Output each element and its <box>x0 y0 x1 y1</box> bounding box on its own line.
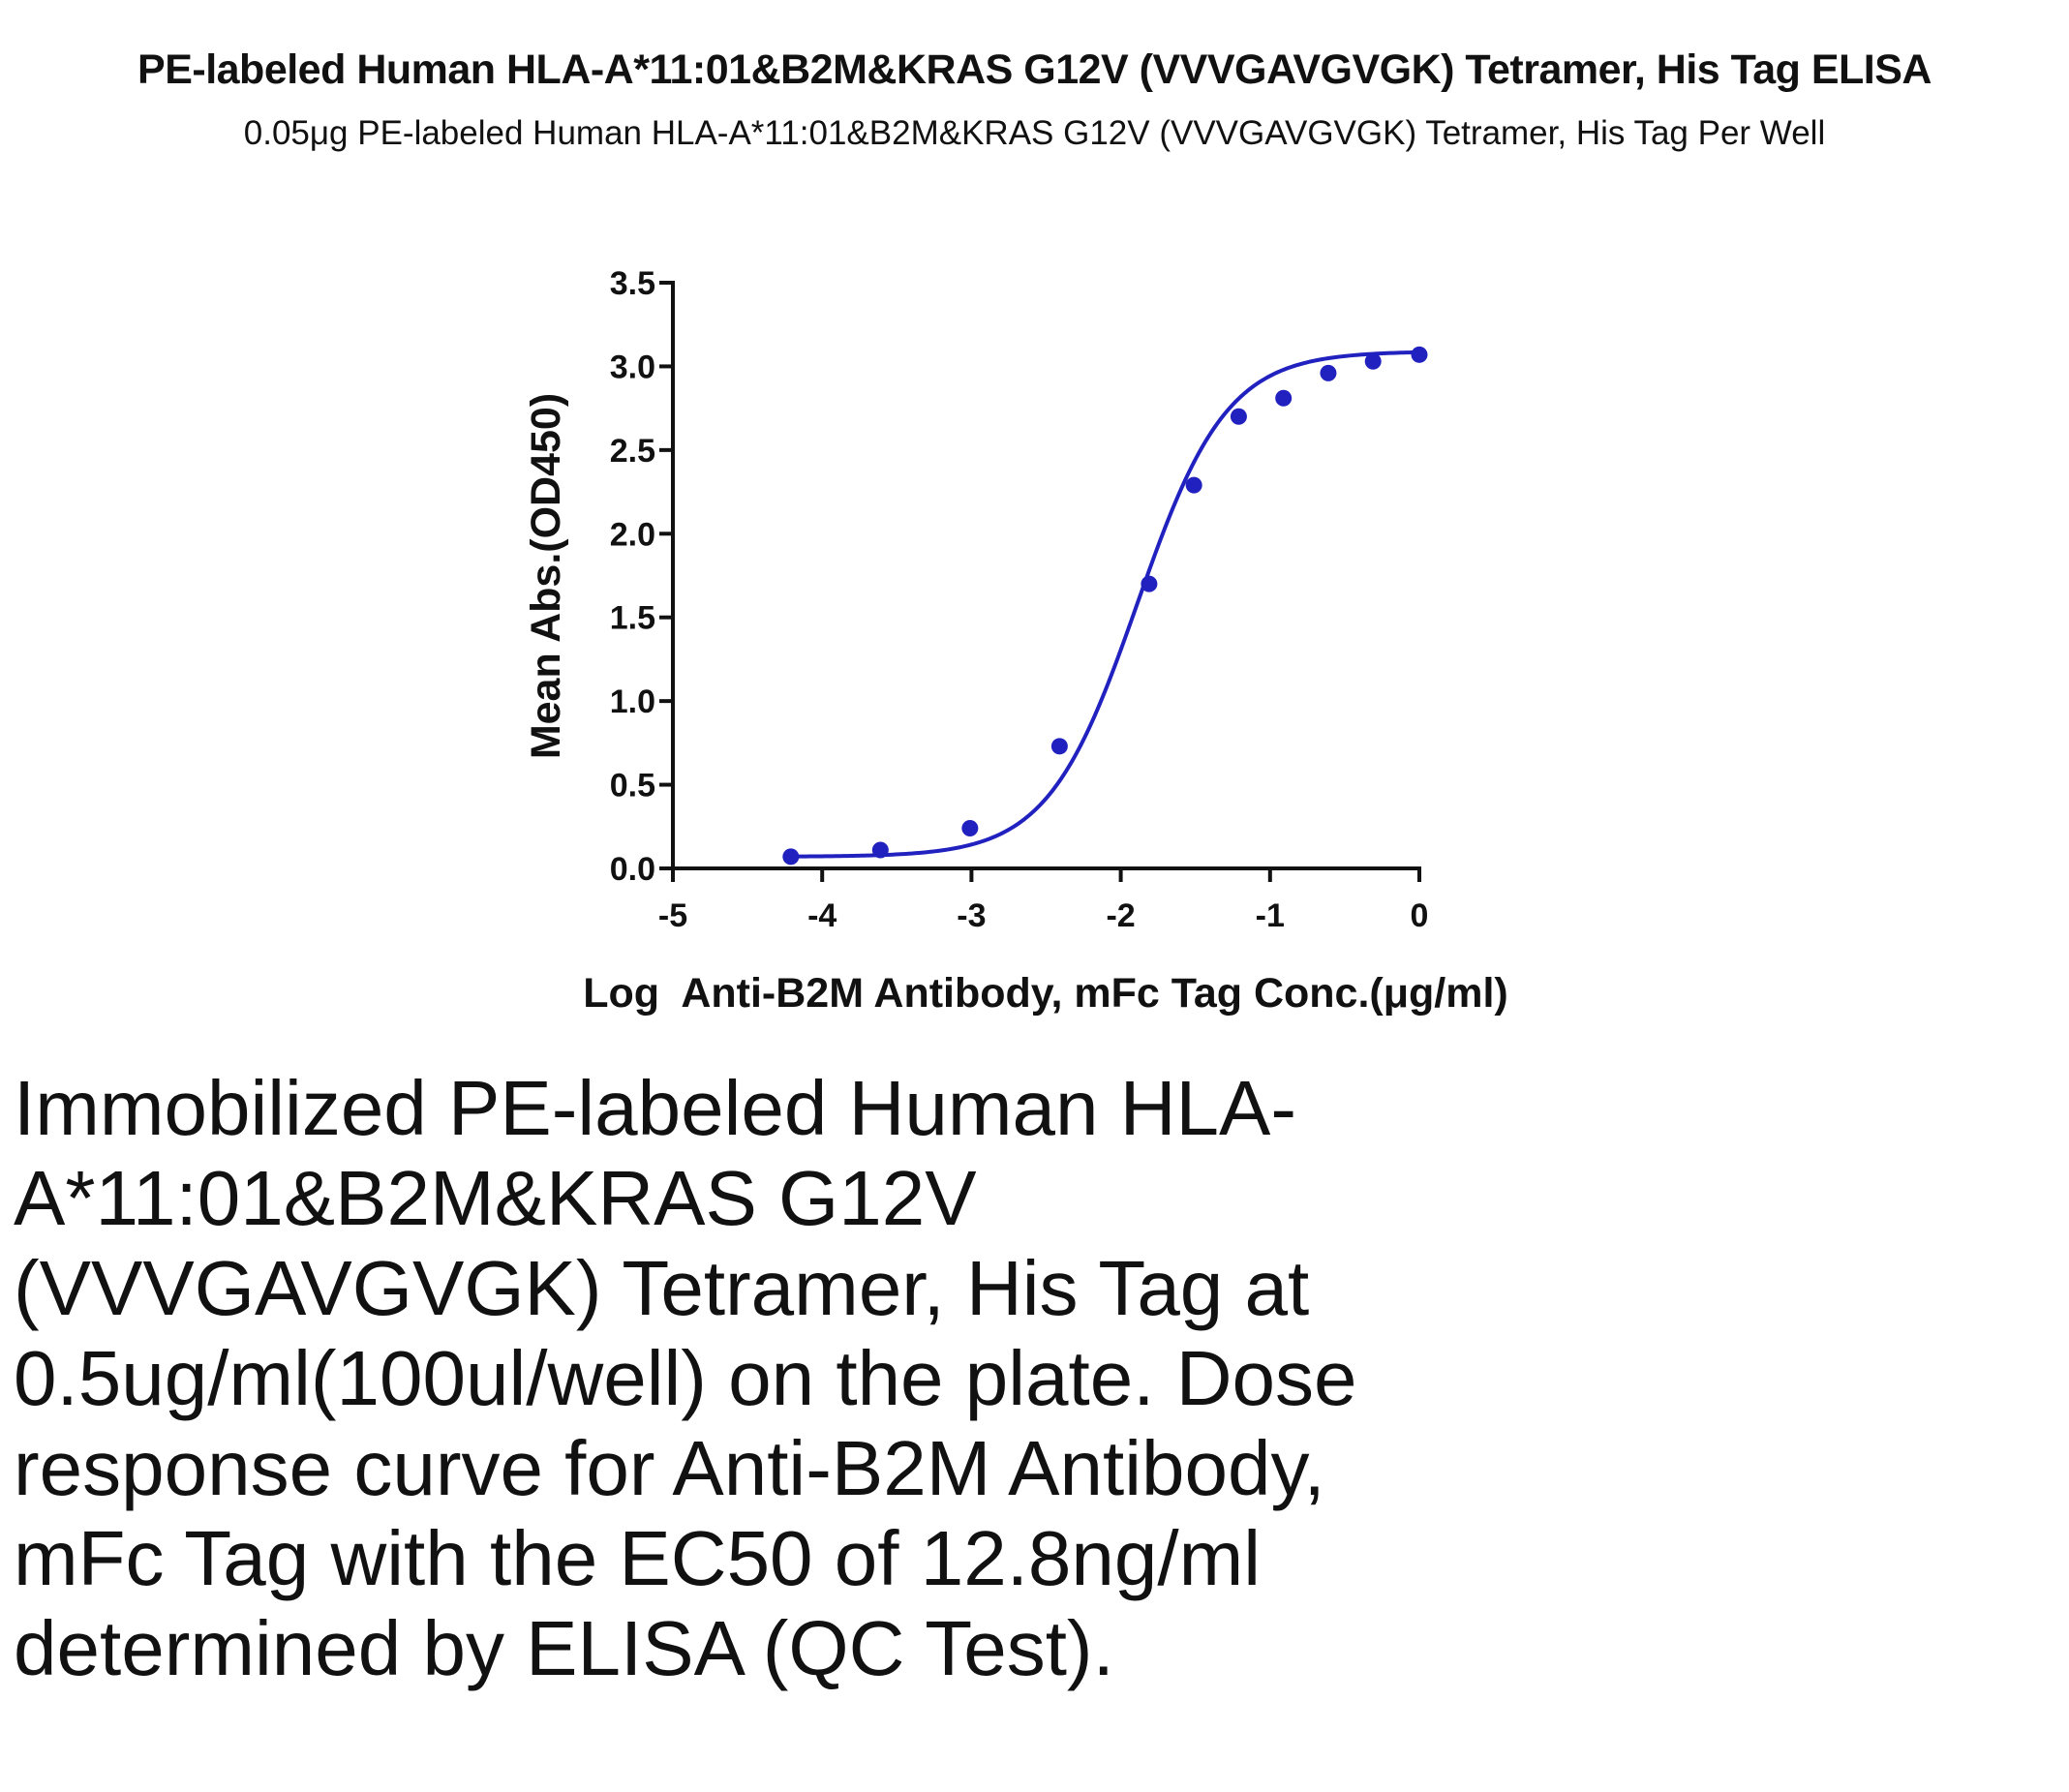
y-tick-label: 3.0 <box>610 349 655 385</box>
x-tick-label: -2 <box>1106 897 1135 934</box>
x-axis-label: Log Anti-B2M Antibody, mFc Tag Conc.(μg/… <box>583 970 1508 1017</box>
chart-plot: 0.0 0.5 1.0 1.5 2.0 2.5 3.0 3.5 -5 -4 -3 -2 -1 0 Log… <box>523 265 1508 1017</box>
x-ticks: -5 -4 -3 -2 -1 0 <box>658 868 1429 934</box>
data-point <box>1050 738 1068 755</box>
data-point <box>1364 352 1382 370</box>
x-tick-label: -1 <box>1256 897 1285 934</box>
axes <box>671 281 1421 870</box>
data-point <box>1185 476 1202 494</box>
chart-title: PE-labeled Human HLA-A*11:01&B2M&KRAS G1… <box>137 46 1932 93</box>
y-tick-label: 2.5 <box>610 433 655 470</box>
x-tick-label: -5 <box>658 897 687 934</box>
y-tick-label: 2.0 <box>610 516 655 553</box>
y-tick-label: 3.5 <box>610 265 655 302</box>
data-point <box>1411 346 1428 363</box>
data-point <box>871 841 889 859</box>
data-point <box>1320 364 1337 381</box>
figure-caption: Immobilized PE-labeled Human HLA-A*11:01… <box>14 1065 1357 1691</box>
chart-subtitle: 0.05μg PE-labeled Human HLA-A*11:01&B2M&… <box>243 114 1826 152</box>
y-tick-label: 0.5 <box>610 768 655 805</box>
data-point <box>1275 389 1293 407</box>
x-tick-label: -4 <box>807 897 837 934</box>
y-axis-label: Mean Abs.(OD450) <box>523 393 569 759</box>
y-tick-label: 1.5 <box>610 600 655 637</box>
elisa-figure: PE-labeled Human HLA-A*11:01&B2M&KRAS G1… <box>137 46 1932 1017</box>
y-ticks: 0.0 0.5 1.0 1.5 2.0 2.5 3.0 3.5 <box>610 265 673 888</box>
fit-curve <box>790 349 1420 859</box>
data-point <box>1230 408 1247 425</box>
x-tick-label: -3 <box>957 897 986 934</box>
data-point <box>782 848 800 866</box>
y-tick-label: 1.0 <box>610 683 655 720</box>
x-tick-label: 0 <box>1411 897 1429 934</box>
data-points <box>782 346 1428 866</box>
y-tick-label: 0.0 <box>610 851 655 888</box>
data-point <box>961 820 979 837</box>
data-point <box>1141 575 1158 592</box>
